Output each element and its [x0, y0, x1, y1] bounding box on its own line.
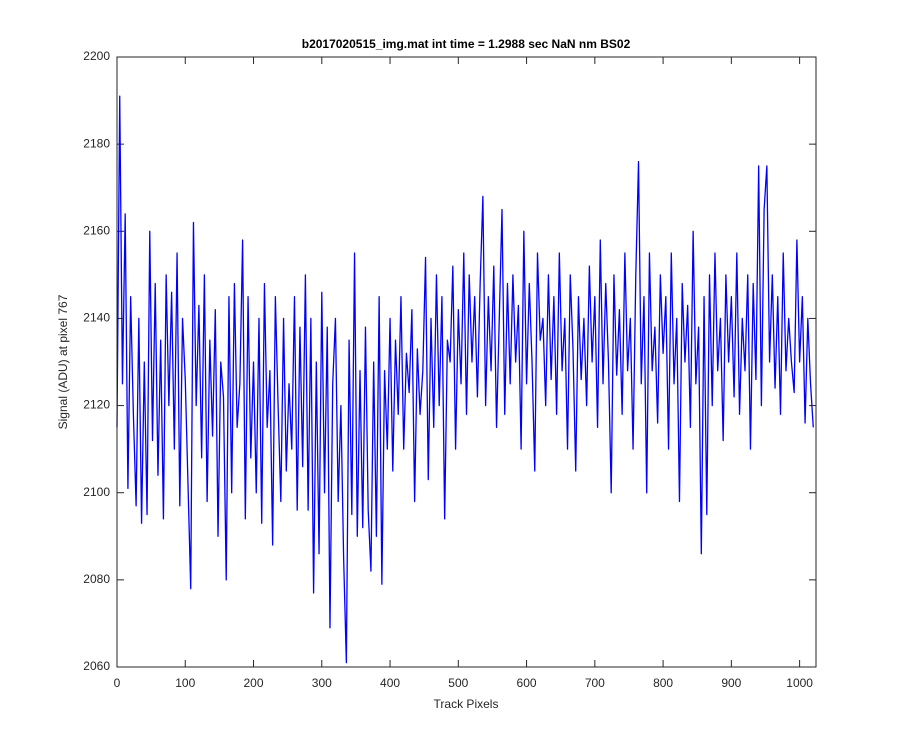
y-axis-label: Signal (ADU) at pixel 767	[56, 294, 70, 429]
axes-box	[116, 56, 817, 668]
x-tick-label: 900	[721, 676, 741, 690]
y-tick-label: 2100	[83, 485, 110, 499]
y-tick-label: 2080	[83, 572, 110, 586]
data-line	[116, 95, 814, 664]
x-tick-label: 300	[312, 676, 332, 690]
y-tick-label: 2180	[83, 136, 110, 150]
y-tick-label: 2200	[83, 49, 110, 63]
x-tick-label: 800	[653, 676, 673, 690]
y-tick-label: 2120	[83, 398, 110, 412]
x-tick-label: 100	[175, 676, 195, 690]
x-tick-label: 700	[585, 676, 605, 690]
x-tick-label: 400	[380, 676, 400, 690]
x-tick-label: 200	[244, 676, 264, 690]
x-tick-label: 600	[517, 676, 537, 690]
x-tick-label: 500	[448, 676, 468, 690]
y-tick-label: 2060	[83, 659, 110, 673]
y-tick-label: 2140	[83, 311, 110, 325]
chart-title: b2017020515_img.mat int time = 1.2988 se…	[302, 37, 631, 51]
x-tick-label: 1000	[786, 676, 813, 690]
x-axis-label: Track Pixels	[434, 697, 499, 711]
y-tick-label: 2160	[83, 223, 110, 237]
x-tick-label: 0	[114, 676, 121, 690]
